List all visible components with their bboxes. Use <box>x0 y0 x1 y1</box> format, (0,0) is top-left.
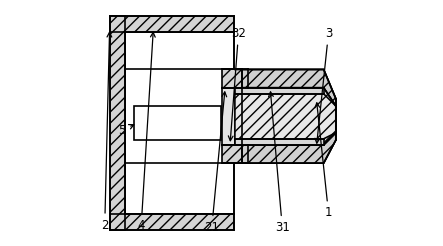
Bar <box>125 32 233 214</box>
Text: 31: 31 <box>268 92 290 234</box>
Polygon shape <box>235 69 336 106</box>
Bar <box>222 88 242 145</box>
Bar <box>109 214 233 230</box>
Polygon shape <box>235 88 324 94</box>
Bar <box>134 106 222 140</box>
Bar <box>109 16 125 230</box>
Bar <box>222 69 242 88</box>
Polygon shape <box>235 69 336 163</box>
Text: 1: 1 <box>315 103 332 219</box>
Polygon shape <box>235 133 336 163</box>
Text: 21: 21 <box>204 92 227 234</box>
Polygon shape <box>235 139 324 145</box>
Bar <box>109 16 233 32</box>
Text: 2: 2 <box>101 32 112 232</box>
Polygon shape <box>235 88 336 145</box>
Text: 3: 3 <box>315 27 332 143</box>
Bar <box>222 145 242 163</box>
Text: 4: 4 <box>137 32 155 232</box>
Text: 32: 32 <box>228 27 246 141</box>
Text: 5: 5 <box>118 124 134 137</box>
